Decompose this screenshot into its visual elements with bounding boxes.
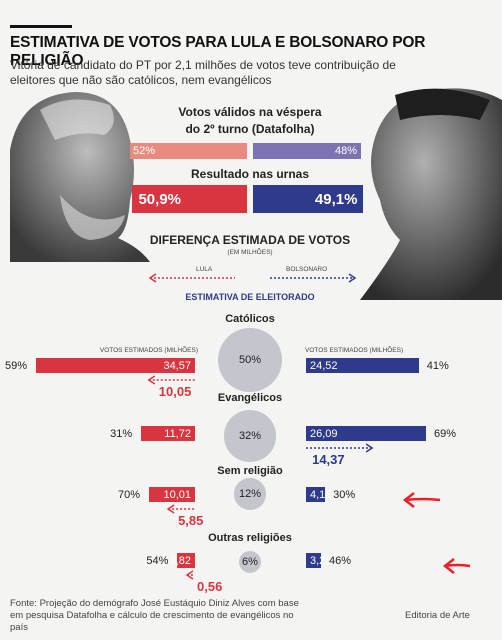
bolsonaro-bar-value: 26,09 bbox=[310, 428, 338, 440]
difference-unit: (EM MILHÕES) bbox=[227, 249, 273, 256]
legend-bolsonaro-label: BOLSONARO bbox=[286, 266, 328, 273]
electorate-circle: 6% bbox=[238, 550, 262, 574]
lula-bar: 10,01 bbox=[148, 487, 195, 502]
poll-heading-line1: Votos válidos na véspera bbox=[178, 105, 322, 119]
result-lula-label: 50,9% bbox=[138, 191, 182, 208]
lula-bar: 3,82 bbox=[170, 553, 195, 568]
lula-bar: 11,72 bbox=[141, 426, 195, 441]
bolsonaro-bar: 4,16 bbox=[306, 487, 331, 502]
legend-lula-label: LULA bbox=[196, 266, 213, 273]
bolsonaro-pct: 30% bbox=[333, 489, 356, 501]
bolsonaro-pct: 69% bbox=[434, 428, 457, 440]
lula-bar-value: 11,72 bbox=[164, 428, 191, 440]
difference-arrow bbox=[306, 443, 374, 453]
bolsonaro-pct: 41% bbox=[426, 360, 449, 372]
bolsonaro-bar: 26,09 bbox=[306, 426, 426, 441]
poll-bolsonaro-label: 48% bbox=[334, 145, 357, 157]
bolsonaro-bar-value: 3,26 bbox=[310, 555, 332, 567]
difference-arrow bbox=[166, 504, 195, 514]
bolsonaro-bar: 3,26 bbox=[306, 553, 331, 568]
lula-pct: 59% bbox=[4, 360, 27, 372]
lula-bar-value: 3,82 bbox=[169, 555, 191, 567]
bolsonaro-pct: 46% bbox=[328, 555, 352, 567]
lula-bar-value: 34,57 bbox=[163, 360, 191, 372]
category-label: Evangélicos bbox=[217, 392, 283, 404]
difference-value: 10,05 bbox=[158, 384, 192, 399]
title-rule bbox=[10, 25, 72, 28]
lula-bar-value: 10,01 bbox=[163, 489, 191, 501]
poll-lula-label: 52% bbox=[133, 145, 156, 157]
credit: Editoria de Arte bbox=[405, 610, 470, 621]
bolsonaro-bar: 24,52 bbox=[306, 358, 419, 373]
votes-header-right: VOTOS ESTIMADOS (MILHÕES) bbox=[305, 347, 404, 354]
result-heading: Resultado nas urnas bbox=[190, 167, 310, 181]
annotation-arrow bbox=[442, 558, 471, 574]
electorate-circle: 50% bbox=[218, 328, 282, 392]
category-label: Católicos bbox=[225, 313, 275, 325]
result-bolsonaro-bar: 49,1% bbox=[253, 185, 364, 213]
lula-pct: 54% bbox=[146, 555, 169, 567]
poll-lula-bar: 52% bbox=[130, 143, 247, 159]
result-lula-bar: 50,9% bbox=[132, 185, 247, 213]
page-subtitle: Vitória de candidato do PT por 2,1 milhõ… bbox=[10, 58, 396, 87]
difference-arrow bbox=[147, 375, 195, 385]
difference-arrow bbox=[185, 570, 195, 580]
legend-bolsonaro-arrow bbox=[270, 273, 357, 283]
electorate-circle: 32% bbox=[224, 410, 276, 462]
annotation-arrow bbox=[402, 492, 441, 508]
category-label: Outras religiões bbox=[208, 532, 292, 544]
bolsonaro-bar-value: 4,16 bbox=[310, 489, 332, 501]
difference-value: 0,56 bbox=[197, 579, 223, 594]
electorate-label: ESTIMATIVA DE ELEITORADO bbox=[185, 292, 315, 302]
result-bolsonaro-label: 49,1% bbox=[314, 191, 358, 208]
lula-bar: 34,57 bbox=[35, 358, 195, 373]
difference-heading: DIFERENÇA ESTIMADA DE VOTOS bbox=[149, 233, 351, 247]
legend-lula-arrow bbox=[148, 273, 235, 283]
page-title: ESTIMATIVA DE VOTOS PARA LULA E BOLSONAR… bbox=[10, 34, 426, 69]
poll-heading-line2: do 2º turno (Datafolha) bbox=[185, 122, 315, 136]
difference-value: 5,85 bbox=[178, 513, 204, 528]
difference-value: 14,37 bbox=[312, 452, 345, 467]
category-label: Sem religião bbox=[217, 465, 283, 477]
poll-bolsonaro-bar: 48% bbox=[253, 143, 361, 159]
votes-header-left: VOTOS ESTIMADOS (MILHÕES) bbox=[99, 347, 198, 354]
source-note: Fonte: Projeção do demógrafo José Eustáq… bbox=[10, 598, 299, 633]
bolsonaro-bar-value: 24,52 bbox=[310, 360, 338, 372]
lula-pct: 31% bbox=[110, 428, 133, 440]
lula-pct: 70% bbox=[117, 489, 140, 501]
electorate-circle: 12% bbox=[234, 478, 266, 510]
